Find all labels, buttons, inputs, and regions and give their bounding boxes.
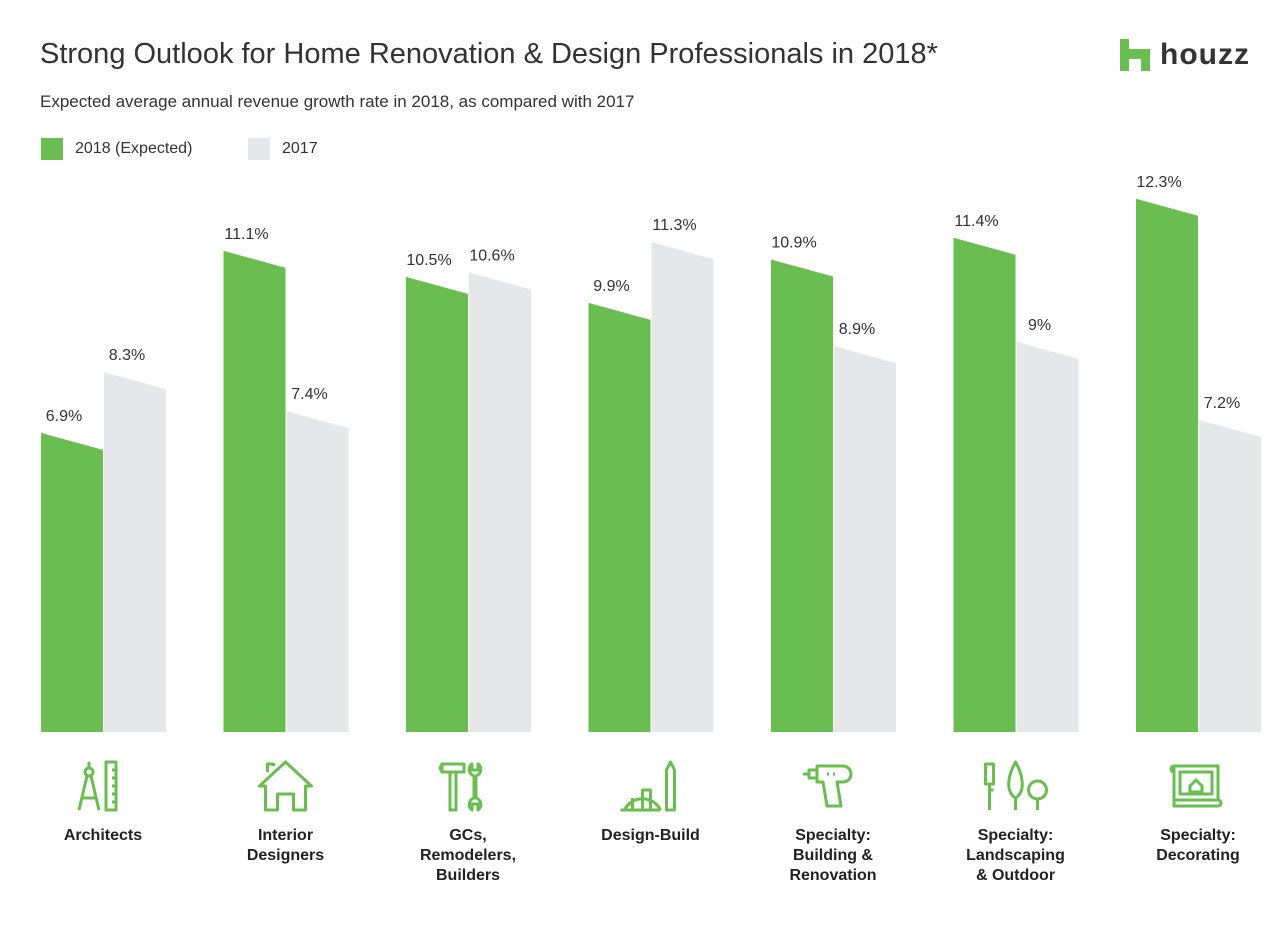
bar-2018-5 (953, 237, 1016, 732)
category-label-line: Specialty: (1160, 827, 1236, 844)
legend-item-2018: 2018 (Expected) (41, 138, 192, 160)
category-label: Design-Build (566, 826, 736, 846)
data-label: 9.9% (593, 278, 629, 295)
bar-2017-2 (469, 272, 531, 732)
category-label-line: Decorating (1156, 847, 1240, 864)
drill-icon (803, 764, 853, 808)
bar-2018-1 (223, 250, 286, 732)
compass-ruler-icon (77, 760, 118, 812)
category-label-line: Renovation (789, 867, 877, 884)
category-label-line: Designers (246, 847, 325, 864)
category-label-line: Specialty: (795, 827, 871, 844)
category-label: Specialty: Building & Renovation (748, 826, 918, 886)
data-label: 10.6% (469, 247, 514, 264)
category-label: Specialty: Decorating (1113, 826, 1283, 866)
data-label: 12.3% (1136, 174, 1181, 191)
category-label-line: Design-Build (601, 827, 700, 844)
category-label-line: Landscaping (966, 847, 1065, 864)
data-label: 8.3% (109, 347, 145, 364)
framed-picture-icon (1169, 764, 1223, 808)
data-label: 11.1% (224, 226, 268, 243)
bar-2017-3 (651, 242, 714, 732)
bar-2018-4 (771, 259, 833, 732)
bar-2017-5 (1016, 341, 1079, 732)
data-label: 7.2% (1204, 395, 1240, 412)
data-label: 10.9% (771, 234, 816, 251)
category-label-line: Builders (435, 867, 500, 884)
bar-2018-0 (41, 432, 103, 732)
data-label: 9% (1028, 317, 1051, 334)
category-label-line: GCs, (449, 827, 487, 844)
bar-2017-6 (1199, 419, 1261, 732)
data-label: 11.3% (652, 217, 696, 234)
bar-2017-0 (104, 372, 166, 732)
legend-swatch-grey (248, 138, 270, 160)
houzz-logo: houzz (1120, 38, 1250, 72)
bar-2018-6 (1136, 198, 1198, 733)
category-label-line: Building & (793, 847, 873, 864)
bar-2017-4 (834, 346, 896, 732)
legend-label: 2017 (282, 140, 318, 157)
category-label: Architects (18, 826, 188, 846)
bar-2017-1 (286, 411, 349, 732)
category-label-line: Architects (63, 827, 143, 844)
legend-label: 2018 (Expected) (75, 140, 193, 157)
trees-icon (984, 760, 1048, 810)
category-label-line: Remodelers, (419, 847, 517, 864)
hammer-wrench-icon (438, 762, 483, 812)
bar-2018-3 (588, 302, 651, 732)
category-label-line: Specialty: (977, 827, 1054, 844)
category-label: GCs, Remodelers, Builders (383, 826, 553, 886)
hardhat-pencil-icon (620, 760, 676, 812)
data-label: 7.4% (291, 386, 327, 403)
category-label: Interior Designers (201, 826, 371, 866)
data-label: 10.5% (406, 252, 451, 269)
house-icon (258, 760, 313, 812)
data-label: 8.9% (839, 321, 875, 338)
data-label: 11.4% (954, 213, 998, 230)
chart-subtitle: Expected average annual revenue growth r… (40, 92, 635, 111)
category-label: Specialty: Landscaping & Outdoor (931, 826, 1101, 886)
logo-text: houzz (1160, 38, 1250, 71)
legend-swatch-green (41, 138, 63, 160)
bar-2018-2 (406, 276, 468, 732)
houzz-logo-icon (1120, 39, 1150, 71)
legend-item-2017: 2017 (248, 138, 318, 160)
data-label: 6.9% (46, 408, 82, 425)
category-label-line: Interior (257, 827, 314, 844)
category-label-line: & Outdoor (975, 867, 1056, 884)
chart-title: Strong Outlook for Home Renovation & Des… (40, 38, 938, 70)
